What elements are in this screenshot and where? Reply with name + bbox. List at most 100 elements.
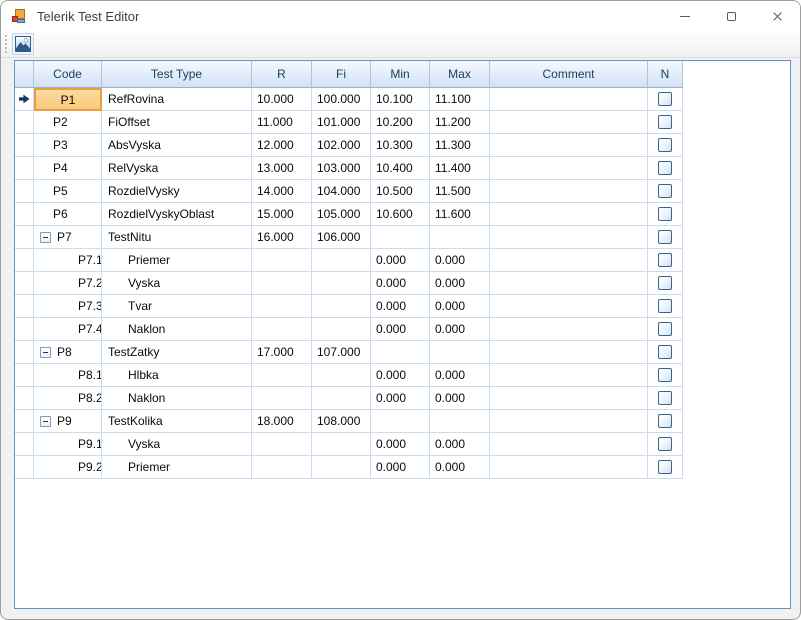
cell-fi[interactable]: 105.000 bbox=[312, 203, 371, 226]
cell-min[interactable]: 10.100 bbox=[371, 88, 430, 111]
cell-min[interactable]: 0.000 bbox=[371, 364, 430, 387]
cell-code[interactable]: P6 bbox=[34, 203, 102, 226]
n-checkbox[interactable] bbox=[658, 437, 672, 451]
cell-r[interactable] bbox=[252, 272, 312, 295]
cell-min[interactable]: 10.500 bbox=[371, 180, 430, 203]
cell-comment[interactable] bbox=[490, 88, 648, 111]
row-selector[interactable] bbox=[15, 134, 34, 157]
maximize-button[interactable] bbox=[708, 1, 754, 31]
row-selector[interactable] bbox=[15, 387, 34, 410]
cell-code[interactable]: P8 bbox=[34, 341, 102, 364]
cell-r[interactable]: 17.000 bbox=[252, 341, 312, 364]
cell-test-type[interactable]: Vyska bbox=[102, 272, 252, 295]
cell-r[interactable]: 15.000 bbox=[252, 203, 312, 226]
n-checkbox[interactable] bbox=[658, 253, 672, 267]
cell-max[interactable]: 11.100 bbox=[430, 88, 490, 111]
minimize-button[interactable] bbox=[662, 1, 708, 31]
cell-fi[interactable] bbox=[312, 456, 371, 479]
cell-code[interactable]: P4 bbox=[34, 157, 102, 180]
cell-comment[interactable] bbox=[490, 364, 648, 387]
cell-code[interactable]: P9.2 bbox=[34, 456, 102, 479]
column-header-code[interactable]: Code bbox=[34, 61, 102, 88]
cell-comment[interactable] bbox=[490, 272, 648, 295]
cell-min[interactable]: 0.000 bbox=[371, 433, 430, 456]
cell-code[interactable]: P7.2 bbox=[34, 272, 102, 295]
cell-fi[interactable]: 107.000 bbox=[312, 341, 371, 364]
row-selector[interactable] bbox=[15, 318, 34, 341]
row-selector[interactable] bbox=[15, 203, 34, 226]
cell-min[interactable]: 0.000 bbox=[371, 249, 430, 272]
row-selector[interactable] bbox=[15, 88, 34, 111]
close-button[interactable] bbox=[754, 1, 800, 31]
cell-test-type[interactable]: Naklon bbox=[102, 318, 252, 341]
cell-r[interactable] bbox=[252, 456, 312, 479]
cell-fi[interactable] bbox=[312, 364, 371, 387]
cell-test-type[interactable]: Priemer bbox=[102, 249, 252, 272]
cell-fi[interactable]: 101.000 bbox=[312, 111, 371, 134]
n-checkbox[interactable] bbox=[658, 414, 672, 428]
cell-fi[interactable] bbox=[312, 318, 371, 341]
cell-test-type[interactable]: TestKolika bbox=[102, 410, 252, 433]
n-checkbox[interactable] bbox=[658, 115, 672, 129]
cell-max[interactable]: 0.000 bbox=[430, 433, 490, 456]
cell-min[interactable]: 10.600 bbox=[371, 203, 430, 226]
cell-test-type[interactable]: FiOffset bbox=[102, 111, 252, 134]
n-checkbox[interactable] bbox=[658, 184, 672, 198]
cell-code[interactable]: P7 bbox=[34, 226, 102, 249]
column-header-min[interactable]: Min bbox=[371, 61, 430, 88]
cell-comment[interactable] bbox=[490, 134, 648, 157]
cell-comment[interactable] bbox=[490, 410, 648, 433]
cell-r[interactable] bbox=[252, 433, 312, 456]
n-checkbox[interactable] bbox=[658, 460, 672, 474]
column-header-fi[interactable]: Fi bbox=[312, 61, 371, 88]
collapse-icon[interactable] bbox=[40, 346, 51, 358]
cell-max[interactable]: 0.000 bbox=[430, 364, 490, 387]
cell-code[interactable]: P9.1 bbox=[34, 433, 102, 456]
cell-test-type[interactable]: AbsVyska bbox=[102, 134, 252, 157]
cell-code[interactable]: P5 bbox=[34, 180, 102, 203]
collapse-icon[interactable] bbox=[40, 415, 51, 427]
cell-fi[interactable] bbox=[312, 387, 371, 410]
row-selector[interactable] bbox=[15, 341, 34, 364]
cell-max[interactable]: 11.200 bbox=[430, 111, 490, 134]
cell-max[interactable]: 0.000 bbox=[430, 456, 490, 479]
n-checkbox[interactable] bbox=[658, 207, 672, 221]
n-checkbox[interactable] bbox=[658, 161, 672, 175]
cell-min[interactable]: 10.400 bbox=[371, 157, 430, 180]
cell-max[interactable]: 11.600 bbox=[430, 203, 490, 226]
cell-max[interactable]: 11.300 bbox=[430, 134, 490, 157]
cell-code[interactable]: P8.1 bbox=[34, 364, 102, 387]
cell-code[interactable]: P7.3 bbox=[34, 295, 102, 318]
header-row-selector[interactable] bbox=[15, 61, 34, 88]
row-selector[interactable] bbox=[15, 249, 34, 272]
image-button[interactable] bbox=[12, 33, 34, 55]
cell-comment[interactable] bbox=[490, 433, 648, 456]
cell-fi[interactable]: 102.000 bbox=[312, 134, 371, 157]
cell-max[interactable]: 0.000 bbox=[430, 295, 490, 318]
cell-r[interactable] bbox=[252, 364, 312, 387]
n-checkbox[interactable] bbox=[658, 322, 672, 336]
cell-comment[interactable] bbox=[490, 180, 648, 203]
row-selector[interactable] bbox=[15, 433, 34, 456]
cell-max[interactable]: 0.000 bbox=[430, 249, 490, 272]
cell-comment[interactable] bbox=[490, 111, 648, 134]
cell-r[interactable]: 12.000 bbox=[252, 134, 312, 157]
cell-fi[interactable]: 103.000 bbox=[312, 157, 371, 180]
cell-test-type[interactable]: RefRovina bbox=[102, 88, 252, 111]
cell-comment[interactable] bbox=[490, 387, 648, 410]
n-checkbox[interactable] bbox=[658, 92, 672, 106]
n-checkbox[interactable] bbox=[658, 391, 672, 405]
row-selector[interactable] bbox=[15, 272, 34, 295]
cell-max[interactable] bbox=[430, 226, 490, 249]
cell-fi[interactable]: 106.000 bbox=[312, 226, 371, 249]
cell-r[interactable]: 11.000 bbox=[252, 111, 312, 134]
column-header-test-type[interactable]: Test Type bbox=[102, 61, 252, 88]
cell-test-type[interactable]: Tvar bbox=[102, 295, 252, 318]
row-selector[interactable] bbox=[15, 180, 34, 203]
cell-min[interactable]: 0.000 bbox=[371, 272, 430, 295]
toolbar-grip-handle[interactable] bbox=[5, 35, 7, 53]
row-selector[interactable] bbox=[15, 364, 34, 387]
cell-max[interactable] bbox=[430, 341, 490, 364]
cell-test-type[interactable]: RelVyska bbox=[102, 157, 252, 180]
cell-fi[interactable] bbox=[312, 433, 371, 456]
